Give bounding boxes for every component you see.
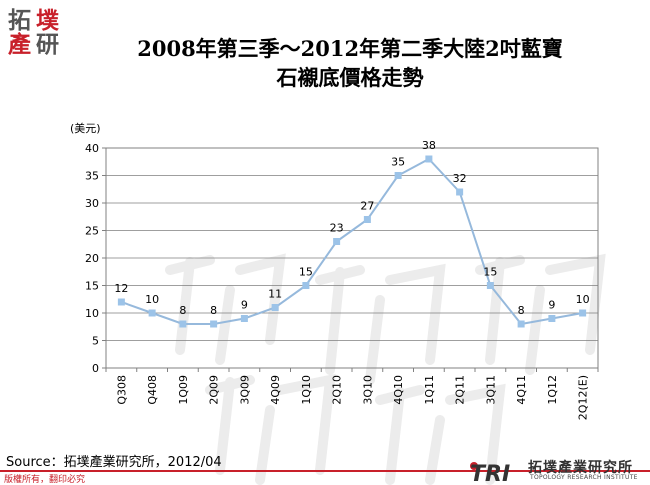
x-tick-label: 1Q10 — [300, 375, 313, 405]
data-label: 10 — [576, 293, 590, 306]
tri-logo-mark: TRI — [470, 462, 510, 484]
x-tick-label: 1Q12 — [546, 375, 559, 405]
y-axis-label: (美元) — [70, 122, 101, 135]
x-tick-label: 2Q11 — [454, 375, 467, 405]
data-label: 15 — [299, 266, 313, 279]
x-tick-label: 3Q10 — [361, 375, 374, 405]
x-tick-label: Q308 — [115, 375, 128, 405]
x-tick-label: 1Q09 — [177, 375, 190, 405]
data-point — [148, 309, 156, 317]
data-point — [333, 238, 341, 245]
data-labels: 12 10 8 8 9 11 15 23 27 35 38 32 15 8 9 10 — [114, 139, 589, 317]
x-tick-label: 2Q10 — [331, 375, 344, 405]
tri-logo: 拓 墣 產 研 — [4, 4, 68, 60]
data-point — [179, 320, 187, 328]
y-tick-label: 30 — [85, 197, 99, 210]
data-point — [210, 320, 218, 328]
background-watermark — [165, 253, 606, 485]
gridlines — [106, 175, 598, 341]
data-label: 23 — [330, 222, 344, 235]
data-label: 27 — [360, 200, 374, 213]
y-tick-label: 35 — [85, 170, 99, 183]
tri-logo-text: TRI — [470, 462, 510, 484]
data-point — [302, 282, 310, 289]
tri-logo-dot — [470, 462, 478, 470]
x-tick-label: 3Q11 — [484, 375, 497, 405]
tri-brand-name: 拓墣產業研究所 — [528, 460, 633, 476]
title-line-2: 石襯底價格走勢 — [276, 65, 424, 90]
x-tick-label: 2Q09 — [208, 375, 221, 405]
tri-brand-subtitle: TOPOLOGY RESEARCH INSTITUTE — [530, 474, 638, 481]
data-point — [548, 315, 556, 322]
y-tick-label: 15 — [85, 280, 99, 293]
data-label: 12 — [114, 282, 128, 295]
data-point — [579, 309, 587, 317]
data-label: 8 — [179, 304, 186, 317]
data-label: 15 — [483, 266, 497, 279]
data-label: 9 — [548, 299, 555, 312]
logo-char-4: 研 — [36, 31, 59, 58]
y-tick-label: 5 — [92, 335, 99, 348]
data-label: 9 — [241, 299, 248, 312]
y-tick-label: 25 — [85, 225, 99, 238]
data-markers — [117, 155, 587, 328]
logo-char-3: 產 — [8, 31, 31, 58]
data-label: 8 — [518, 304, 525, 317]
x-tick-label: Q408 — [146, 375, 159, 405]
data-label: 35 — [391, 156, 405, 169]
x-tick-label: 4Q10 — [392, 375, 405, 405]
data-point — [486, 282, 494, 289]
x-axis-ticks: Q308 Q408 1Q09 2Q09 3Q09 4Q09 1Q10 2Q10 3Q10 4Q10… — [105, 368, 599, 420]
y-tick-label: 40 — [85, 142, 99, 155]
data-point — [425, 155, 433, 163]
data-point — [517, 320, 525, 328]
data-point — [271, 304, 279, 311]
page-title: 2008年第三季～2012年第二季大陸2吋藍寶 石襯底價格走勢 — [70, 34, 630, 92]
data-point — [363, 216, 371, 223]
data-point — [240, 315, 248, 322]
y-tick-label: 20 — [85, 252, 99, 265]
y-tick-label: 0 — [92, 362, 99, 375]
data-label: 32 — [453, 172, 467, 185]
x-tick-label: 4Q09 — [269, 375, 282, 405]
source-note: Source：拓墣產業研究所，2012/04 — [6, 455, 222, 470]
x-tick-label: 4Q11 — [515, 375, 528, 405]
y-axis-ticks: 0 5 10 15 20 25 30 35 40 — [85, 142, 106, 375]
x-tick-label: 3Q09 — [238, 375, 251, 405]
data-point — [117, 298, 125, 306]
series-line — [121, 157, 583, 326]
data-label: 8 — [210, 304, 217, 317]
data-point — [456, 188, 464, 196]
footer-line — [0, 470, 650, 472]
copyright-note: 版權所有，翻印必究 — [4, 475, 86, 485]
logo-char-2: 墣 — [36, 7, 59, 34]
data-label: 11 — [268, 288, 282, 301]
title-line-1: 2008年第三季～2012年第二季大陸2吋藍寶 — [137, 36, 563, 61]
data-label: 38 — [422, 139, 436, 152]
data-label: 10 — [145, 293, 159, 306]
logo-char-1: 拓 — [8, 7, 31, 34]
y-tick-label: 10 — [85, 307, 99, 320]
x-tick-label: 1Q11 — [423, 375, 436, 405]
x-tick-label: 2Q12(E) — [577, 375, 590, 420]
data-point — [394, 172, 402, 179]
